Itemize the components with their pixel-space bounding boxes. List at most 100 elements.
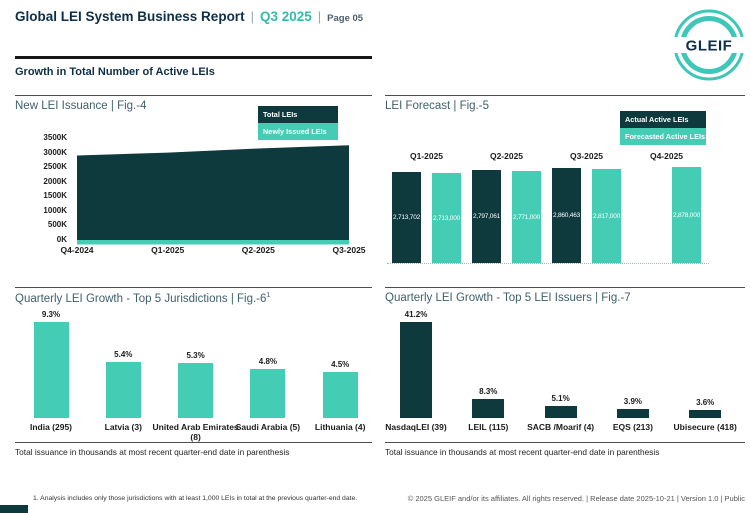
x-axis-category-label: Ubisecure (418) [673,422,737,432]
fig7-title: Quarterly LEI Growth - Top 5 LEI Issuers… [385,292,631,304]
area-plot [77,145,349,245]
header-separator: | [250,9,254,24]
bar-value-label: 2,878,000 [672,211,701,219]
legend-item: Newly Issued LEIs [258,123,338,140]
bar-percent-label: 4.5% [331,359,350,369]
y-axis-tick-label: 1000K [43,205,67,215]
forecast-bar: 2,713,000 [432,173,461,263]
copyright-line: © 2025 GLEIF and/or its affiliates. All … [407,494,745,503]
bar-percent-label: 9.3% [41,310,61,320]
category-bar [178,363,214,418]
gleif-logo: GLEIF [671,9,747,81]
x-axis-category-label: EQS (213) [612,422,653,432]
bar-value-label: 2,797,061 [472,213,501,220]
fig4-area-chart: 0K 500K 1000K 1500K 2000K 2500K 3000K 3500K Q4-2… [15,95,372,287]
x-axis-category-label: Q2-2025 [241,245,275,255]
newly-issued-leis-area [77,240,349,245]
y-axis-tick-label: 2500K [43,162,67,172]
bar-value-label: 2,860,463 [552,212,581,219]
y-axis-tick-label: 2000K [43,176,67,186]
legend-item: Forecasted Active LEIs [620,128,706,145]
y-axis-tick-label: 1500K [43,191,67,201]
y-axis-tick-label: 3000K [43,147,67,157]
report-header: Global LEI System Business Report | Q3 2… [15,9,363,24]
fig6-title-superscript: 1 [266,292,271,299]
x-axis-category-label: SACB /Moarif (4) [527,422,595,432]
logo-text: GLEIF [686,38,733,55]
category-bar [322,371,358,418]
bar-value-label: 2,713,000 [432,214,461,222]
fig5-grouped-bar-chart: Q1-2025 2,713,702 2,713,000 Q2-2025 2,797,06… [385,95,745,287]
fig6-title: Quarterly LEI Growth - Top 5 Jurisdictio… [15,292,270,305]
fig6-bar-chart: 9.3% India (295) 5.4% Latvia (3) 5.3% United … [15,287,372,443]
logo-text-band [671,37,747,53]
bar-percent-label: 3.6% [696,397,715,407]
category-bar [250,368,286,418]
x-axis-category-label: NasdaqLEI (39) [385,422,447,432]
fig5-title: LEI Forecast | Fig.-5 [385,100,489,112]
fig6-caption: Total issuance in thousands at most rece… [15,447,290,457]
x-axis-category-label: United Arab Emirates (8) [152,422,239,443]
forecast-bar: 2,771,000 [512,171,541,263]
x-axis-category-label: India (295) [29,422,73,432]
x-axis-category-label: Q3-2025 [332,245,366,255]
page-number: Page 05 [327,13,364,24]
report-period: Q3 2025 [259,9,312,24]
panel-divider [385,287,745,288]
y-axis-tick-label: 0K [56,235,67,244]
x-axis-category-label: Latvia (3) [104,422,142,432]
fig4-title: New LEI Issuance | Fig.-4 [15,100,147,112]
fig4-legend: Total LEIs Newly Issued LEIs [258,106,338,140]
caption-divider [385,442,745,443]
fig7-caption: Total issuance in thousands at most rece… [385,447,660,457]
actual-bar: 2,860,463 [552,168,581,263]
bar-percent-label: 3.9% [623,396,642,406]
bar-percent-label: 5.3% [186,351,205,361]
group-label: Q3-2025 [569,151,604,161]
x-axis-category-label: Lithuania (4) [314,422,366,432]
y-axis-tick-label: 500K [47,220,67,230]
fig6-title-text: Quarterly LEI Growth - Top 5 Jurisdictio… [15,292,267,305]
actual-bar: 2,797,061 [472,170,501,263]
category-bar [33,322,69,418]
group-label: Q2-2025 [489,151,524,161]
section-divider [15,56,372,59]
header-separator: | [317,9,322,24]
bar-percent-label: 4.8% [258,356,277,366]
category-bar [472,398,505,418]
bar-value-label: 2,713,702 [392,214,421,221]
total-leis-area [77,145,349,240]
actual-bar: 2,713,702 [392,172,421,263]
bar-percent-label: 8.3% [479,386,498,396]
x-axis-category-label: LEIL (115) [468,422,509,432]
forecast-bar: 2,878,000 [672,167,701,263]
bar-percent-label: 41.2% [404,310,428,319]
fig7-bar-chart: 41.2% NasdaqLEI (39) 8.3% LEIL (115) 5.1% SAC… [385,287,745,443]
category-bar [544,406,577,418]
x-axis-baseline [387,263,709,264]
bar-percent-label: 5.1% [551,394,570,404]
x-axis-category-label: Saudi Arabia (5) [235,422,301,432]
category-bar [689,409,722,418]
panel-divider [15,287,372,288]
bar-value-label: 2,817,000 [592,212,621,220]
category-bar [105,362,141,418]
group-label: Q1-2025 [409,151,444,161]
bar-value-label: 2,771,000 [512,213,541,221]
bar-percent-label: 5.4% [114,350,133,360]
legend-item: Actual Active LEIs [620,111,706,128]
x-axis-category-label: Q1-2025 [151,245,185,255]
fig5-legend: Actual Active LEIs Forecasted Active LEIs [620,111,706,145]
x-axis-category-label: Q4-2024 [60,245,94,255]
category-bar [616,408,649,418]
legend-item: Total LEIs [258,106,338,123]
report-title: Global LEI System Business Report [15,9,245,24]
panel-divider [15,95,372,96]
corner-accent-bar [0,505,28,513]
y-axis-tick-label: 3500K [43,133,67,142]
panel-divider [385,95,745,96]
section-title: Growth in Total Number of Active LEIs [15,66,215,78]
footnote: 1. Analysis includes only those jurisdic… [33,495,358,502]
caption-divider [15,442,372,443]
